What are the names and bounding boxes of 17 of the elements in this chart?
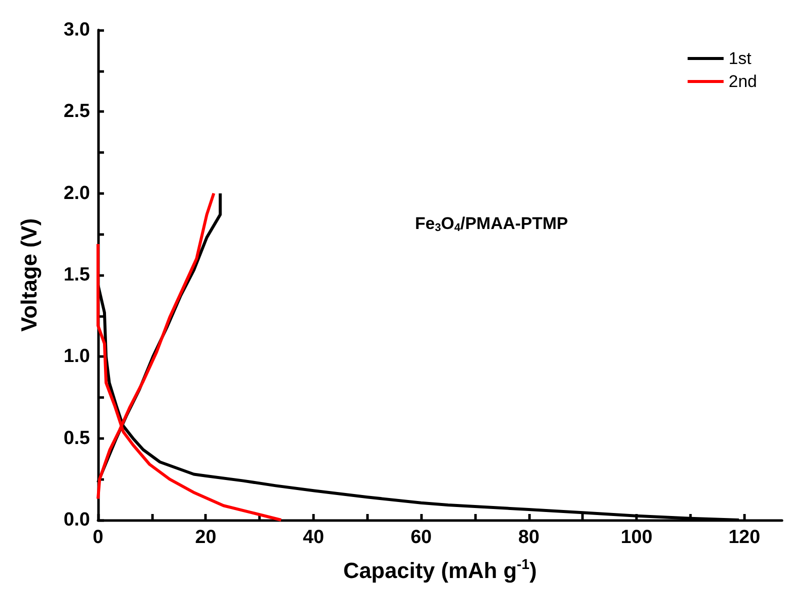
legend-label: 2nd xyxy=(728,72,758,91)
x-tick-label: 80 xyxy=(518,527,540,548)
y-tick-label: 2.0 xyxy=(64,182,90,204)
x-tick-label: 20 xyxy=(195,527,216,548)
y-tick-label: 0.5 xyxy=(64,428,90,449)
y-tick-label: 3.0 xyxy=(64,20,90,40)
y-tick-label: 0.0 xyxy=(64,510,90,530)
y-tick-label: 1.0 xyxy=(64,346,90,368)
legend-label: 1st xyxy=(728,49,752,68)
y-tick-label: 1.5 xyxy=(64,264,90,286)
x-tick-label: 60 xyxy=(410,527,432,548)
y-axis-title: Voltage (V) xyxy=(16,218,42,332)
x-tick-label: 120 xyxy=(728,527,760,548)
y-tick-label: 2.5 xyxy=(64,101,90,122)
x-tick-label: 40 xyxy=(302,527,324,548)
x-tick-label: 0 xyxy=(92,527,104,548)
x-tick-label: 100 xyxy=(620,527,652,548)
